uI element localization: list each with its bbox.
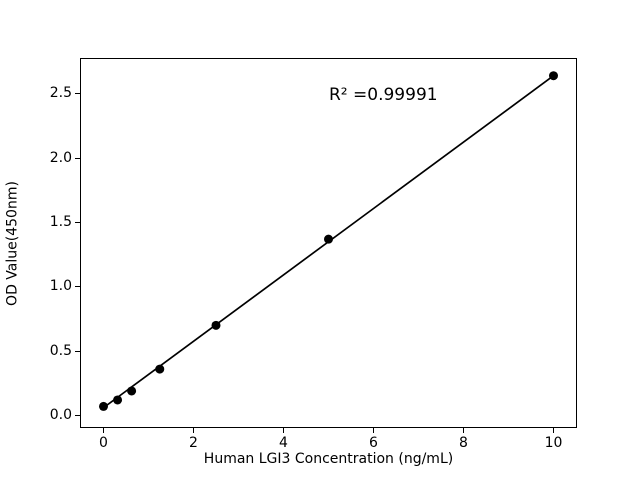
standard-curve-chart	[99, 71, 558, 411]
x-tick-label: 4	[279, 435, 288, 451]
y-tick-mark	[75, 350, 80, 352]
y-tick-label: 1.0	[49, 278, 72, 295]
r-squared-annotation: R² =0.99991	[329, 85, 438, 105]
y-tick-mark	[75, 221, 80, 223]
x-tick-label: 8	[459, 435, 468, 451]
x-tick-label: 10	[544, 435, 563, 451]
y-tick-label: 1.5	[49, 213, 72, 230]
x-tick-mark	[283, 428, 284, 433]
y-tick-mark	[75, 286, 80, 288]
x-tick-label: 2	[189, 435, 198, 451]
data-point	[127, 386, 137, 396]
y-tick-label: 0.5	[49, 342, 72, 359]
y-tick-mark	[75, 93, 80, 95]
x-tick-mark	[463, 428, 464, 433]
x-tick-mark	[373, 428, 374, 433]
y-tick-label: 2.5	[49, 85, 72, 102]
x-tick-mark	[553, 428, 554, 433]
data-point	[99, 401, 108, 411]
data-point	[324, 234, 333, 244]
data-point	[155, 364, 165, 374]
x-axis-label: Human LGI3 Concentration (ng/mL)	[203, 451, 454, 467]
data-point	[549, 71, 558, 81]
data-point	[113, 395, 123, 405]
x-tick-mark	[193, 428, 194, 433]
x-tick-mark	[103, 428, 104, 433]
y-tick-label: 0.0	[49, 406, 72, 423]
y-tick-mark	[75, 157, 80, 159]
y-axis-label: OD Value(450nm)	[4, 181, 21, 306]
y-tick-label: 2.0	[49, 149, 72, 166]
x-tick-label: 6	[369, 435, 378, 451]
y-tick-mark	[75, 414, 80, 416]
x-tick-label: 0	[99, 435, 108, 451]
plot-area: R² =0.99991	[80, 58, 577, 428]
data-point	[211, 320, 221, 330]
